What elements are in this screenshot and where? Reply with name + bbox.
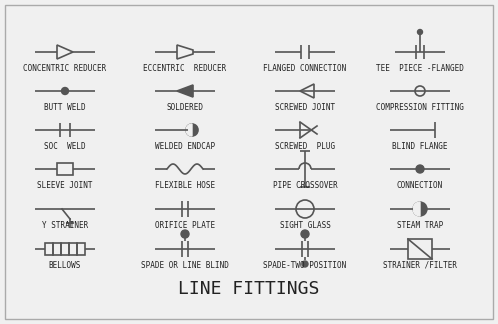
Text: STEAM TRAP: STEAM TRAP	[397, 221, 443, 230]
Circle shape	[61, 87, 69, 95]
Text: ECCENTRIC  REDUCER: ECCENTRIC REDUCER	[143, 64, 227, 73]
Text: LINE FITTINGS: LINE FITTINGS	[178, 280, 320, 298]
Text: ORIFICE PLATE: ORIFICE PLATE	[155, 221, 215, 230]
Text: Y STRAINER: Y STRAINER	[42, 221, 88, 230]
Bar	[57, 163, 73, 175]
Circle shape	[296, 200, 314, 218]
Text: SPADE-TWO POSITION: SPADE-TWO POSITION	[263, 261, 347, 270]
Bar	[53, 243, 61, 255]
Text: FLANGED CONNECTION: FLANGED CONNECTION	[263, 64, 347, 73]
Text: BELLOWS: BELLOWS	[49, 261, 81, 270]
Wedge shape	[413, 202, 420, 216]
Circle shape	[302, 261, 308, 267]
Bar	[45, 243, 53, 255]
Circle shape	[416, 165, 424, 173]
Text: CONNECTION: CONNECTION	[397, 181, 443, 190]
Bar	[61, 243, 69, 255]
Polygon shape	[177, 85, 193, 97]
FancyBboxPatch shape	[5, 5, 493, 319]
Text: BUTT WELD: BUTT WELD	[44, 103, 86, 112]
Text: COMPRESSION FITTING: COMPRESSION FITTING	[376, 103, 464, 112]
Text: CONCENTRIC REDUCER: CONCENTRIC REDUCER	[23, 64, 107, 73]
Text: SCREWED JOINT: SCREWED JOINT	[275, 103, 335, 112]
Text: SOLDERED: SOLDERED	[166, 103, 204, 112]
Text: PIPE CROSSOVER: PIPE CROSSOVER	[272, 181, 337, 190]
Circle shape	[301, 230, 309, 238]
Text: STRAINER /FILTER: STRAINER /FILTER	[383, 261, 457, 270]
Circle shape	[186, 124, 198, 136]
Bar	[77, 243, 85, 255]
Text: TEE  PIECE -FLANGED: TEE PIECE -FLANGED	[376, 64, 464, 73]
Circle shape	[181, 230, 189, 238]
Text: SIGHT GLASS: SIGHT GLASS	[279, 221, 331, 230]
Text: SLEEVE JOINT: SLEEVE JOINT	[37, 181, 93, 190]
Bar	[408, 239, 432, 259]
Text: WELDED ENDCAP: WELDED ENDCAP	[155, 142, 215, 151]
Bar	[69, 243, 77, 255]
Text: SOC  WELD: SOC WELD	[44, 142, 86, 151]
Text: SPADE OR LINE BLIND: SPADE OR LINE BLIND	[141, 261, 229, 270]
Text: BLIND FLANGE: BLIND FLANGE	[392, 142, 448, 151]
Wedge shape	[186, 124, 192, 136]
Text: FLEXIBLE HOSE: FLEXIBLE HOSE	[155, 181, 215, 190]
Text: SCREWED  PLUG: SCREWED PLUG	[275, 142, 335, 151]
Circle shape	[417, 29, 422, 34]
Circle shape	[413, 202, 427, 216]
